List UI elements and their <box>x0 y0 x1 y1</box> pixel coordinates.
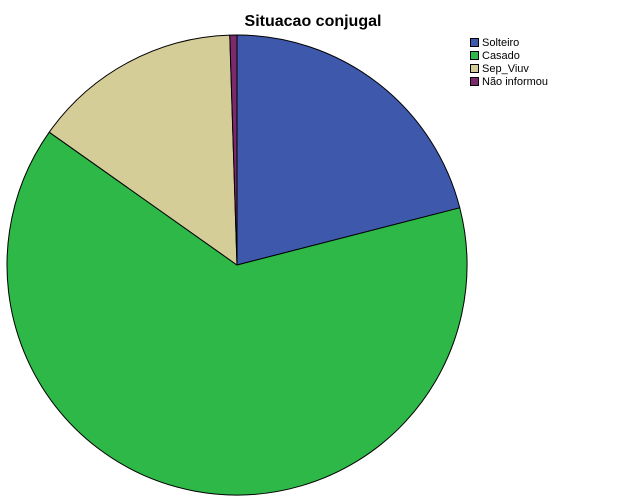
chart-title: Situacao conjugal <box>244 13 382 30</box>
legend-item-0: Solteiro <box>470 36 548 49</box>
legend-swatch <box>470 51 479 60</box>
legend-swatch <box>470 64 479 73</box>
pie-slice-2 <box>48 34 238 266</box>
legend-item-2: Sep_Viuv <box>470 62 548 75</box>
legend-label: Sep_Viuv <box>482 62 529 75</box>
legend-label: Casado <box>482 49 520 62</box>
legend-swatch <box>470 38 479 47</box>
pie-slice-1 <box>6 131 468 496</box>
legend-swatch <box>470 77 479 86</box>
legend-item-3: Não informou <box>470 75 548 88</box>
legend-item-1: Casado <box>470 49 548 62</box>
pie-slice-3 <box>229 34 238 266</box>
legend: Solteiro Casado Sep_Viuv Não informou <box>470 36 548 88</box>
legend-label: Solteiro <box>482 36 520 49</box>
pie-slice-0 <box>236 34 461 266</box>
legend-label: Não informou <box>482 75 549 88</box>
